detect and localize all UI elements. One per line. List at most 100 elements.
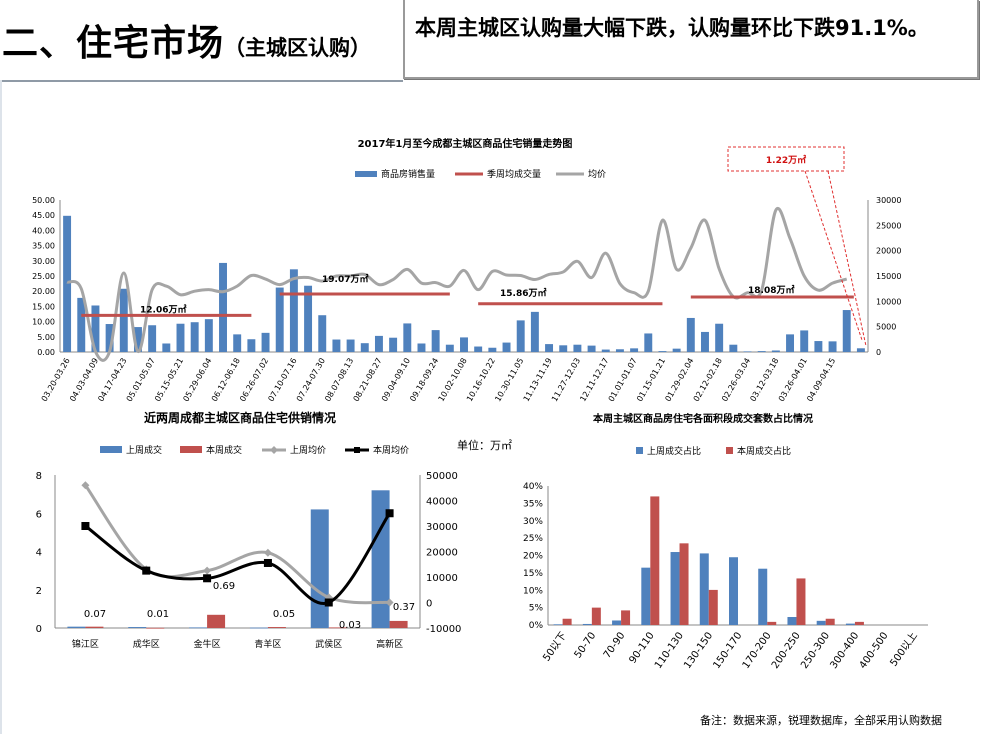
chart3-bar-last-share — [729, 557, 738, 625]
chart2-data-label: 0.03 — [339, 620, 361, 631]
headline-box: 本周主城区认购量大幅下跌，认购量环比下跌91.1%。 — [403, 0, 979, 79]
header-title-area: 二、住宅市场（主城区认购） — [0, 0, 402, 80]
chart3-bar-this-share — [708, 589, 718, 625]
chart3-bar-last-share — [612, 620, 622, 625]
chart1-bar — [91, 305, 100, 352]
chart3-xtick: 400-500 — [858, 630, 891, 671]
header-divider — [0, 80, 403, 82]
legend-label-price: 均价 — [588, 168, 606, 180]
chart1-bar — [672, 348, 681, 352]
chart1-bar — [289, 269, 298, 352]
chart1-xtick: 09.04-09.10 — [380, 357, 412, 404]
chart1-bar — [148, 325, 157, 352]
legend-swatch-this-week — [180, 446, 202, 453]
chart3-bar-this-share — [650, 496, 660, 625]
chart1-xtick: 01.29-02.04 — [663, 357, 695, 404]
legend-marker-last-price — [270, 446, 278, 454]
chart1-ytick-left: 35.00 — [32, 242, 55, 251]
chart2-last-price-marker — [203, 566, 212, 575]
chart1-ytick-right: 10000 — [876, 297, 901, 306]
chart2-bar-this-week — [328, 627, 347, 629]
legend-label-last-price: 上周均价 — [290, 444, 326, 456]
chart3-bar-this-share — [591, 607, 601, 625]
chart3-bar-last-share — [582, 623, 592, 625]
chart2-bar-last-week — [128, 627, 147, 628]
chart1-xtick: 04.09-04.15 — [805, 357, 837, 404]
chart2-bar-this-week — [207, 614, 226, 628]
chart1-xtick: 08.07-08.13 — [323, 357, 355, 404]
chart1-bar — [842, 310, 851, 352]
chart1-bar — [445, 344, 454, 352]
chart1-bar — [502, 342, 511, 352]
chart1-ytick-left: 25.00 — [32, 272, 55, 281]
chart1-xtick: 01.01-01.07 — [607, 357, 639, 404]
chart1-bar — [77, 297, 86, 352]
chart1-bar — [63, 215, 72, 352]
chart1-xtick: 11.27-12.03 — [550, 357, 582, 404]
chart1-bar — [431, 330, 440, 352]
chart2-bar-last-week — [189, 627, 208, 629]
chart2-bar-this-week — [85, 626, 104, 628]
chart3-ytick: 10% — [523, 586, 543, 596]
chart1-xtick: 10.16-10.22 — [465, 357, 497, 404]
chart1-bar — [162, 343, 171, 352]
chart2-xtick: 青羊区 — [254, 638, 281, 650]
chart1-bar — [814, 341, 823, 352]
chart1-xtick: 03.26-04.01 — [777, 357, 809, 404]
page-title: 二、住宅市场（主城区认购） — [2, 23, 372, 64]
chart1-bar — [786, 334, 795, 352]
chart1-xtick: 02.12-02.18 — [692, 357, 724, 404]
chart1-bar — [119, 288, 128, 352]
headline-text: 本周主城区认购量大幅下跌，认购量环比下跌91.1%。 — [415, 16, 929, 40]
chart1-bar — [417, 343, 426, 352]
chart1-ytick-right: 25000 — [876, 221, 901, 230]
chart3-bar-last-share — [816, 620, 826, 625]
chart1-bar — [488, 347, 497, 352]
chart1-xtick: 05.29-06.04 — [181, 357, 213, 404]
chart1-bar — [233, 334, 242, 352]
chart2-this-price-marker — [142, 566, 151, 575]
legend-swatch-this-share — [726, 447, 733, 454]
chart1-bar — [587, 345, 596, 352]
chart1-bar — [516, 320, 525, 352]
chart2-this-price-marker — [203, 574, 212, 583]
legend-marker-this-price — [354, 447, 360, 453]
chart1-bar — [346, 339, 355, 352]
chart1-ytick-right: 5000 — [876, 323, 896, 332]
chart2-bar-last-week — [249, 627, 268, 629]
chart1-bar — [686, 317, 695, 352]
chart2-ytick-left: 2 — [36, 586, 42, 597]
chart1-bar — [332, 339, 341, 352]
chart2-ytick-right: 0 — [426, 599, 432, 610]
chart3-ytick: 35% — [523, 499, 543, 509]
chart1-xtick: 11.13-11.19 — [522, 357, 554, 404]
left-rule — [0, 80, 2, 734]
chart2-ytick-right: 40000 — [426, 497, 458, 508]
chart1-bar — [559, 345, 568, 352]
chart1-title: 2017年1月至今成都主城区商品住宅销量走势图 — [358, 137, 573, 150]
chart1-bar — [360, 343, 369, 352]
chart1-bar — [771, 350, 780, 352]
chart1-ytick-left: 50.00 — [32, 196, 55, 205]
footnote: 备注：数据来源，锐理数据库，全部采用认购数据 — [700, 714, 942, 727]
chart3-bar-last-share — [553, 624, 563, 625]
chart2-last-price-marker — [263, 548, 272, 557]
chart2-last-price-marker — [81, 481, 90, 490]
legend-label-this-week: 本周成交 — [206, 444, 242, 456]
chart1-bar — [530, 311, 539, 352]
chart1-ytick-right: 20000 — [876, 247, 901, 256]
legend-label-last-week: 上周成交 — [126, 444, 162, 456]
chart1-bar — [715, 323, 724, 352]
chart1-ytick-left: 0.00 — [37, 348, 55, 357]
chart1-bar — [757, 351, 766, 352]
chart2-bar-this-week — [389, 620, 408, 628]
chart1-xtick: 10.02-10.08 — [437, 357, 469, 404]
chart1-xtick: 07.10-07.16 — [266, 357, 298, 404]
chart1-avg-label: 15.86万㎡ — [500, 287, 546, 299]
chart2-bar-last-week — [371, 490, 390, 628]
chart2-xtick: 武侯区 — [315, 638, 342, 650]
chart1-ytick-left: 40.00 — [32, 226, 55, 235]
chart1-xtick: 03.12-03.18 — [748, 357, 780, 404]
chart3-bar-this-share — [562, 618, 572, 625]
chart3-bar-last-share — [845, 623, 855, 625]
